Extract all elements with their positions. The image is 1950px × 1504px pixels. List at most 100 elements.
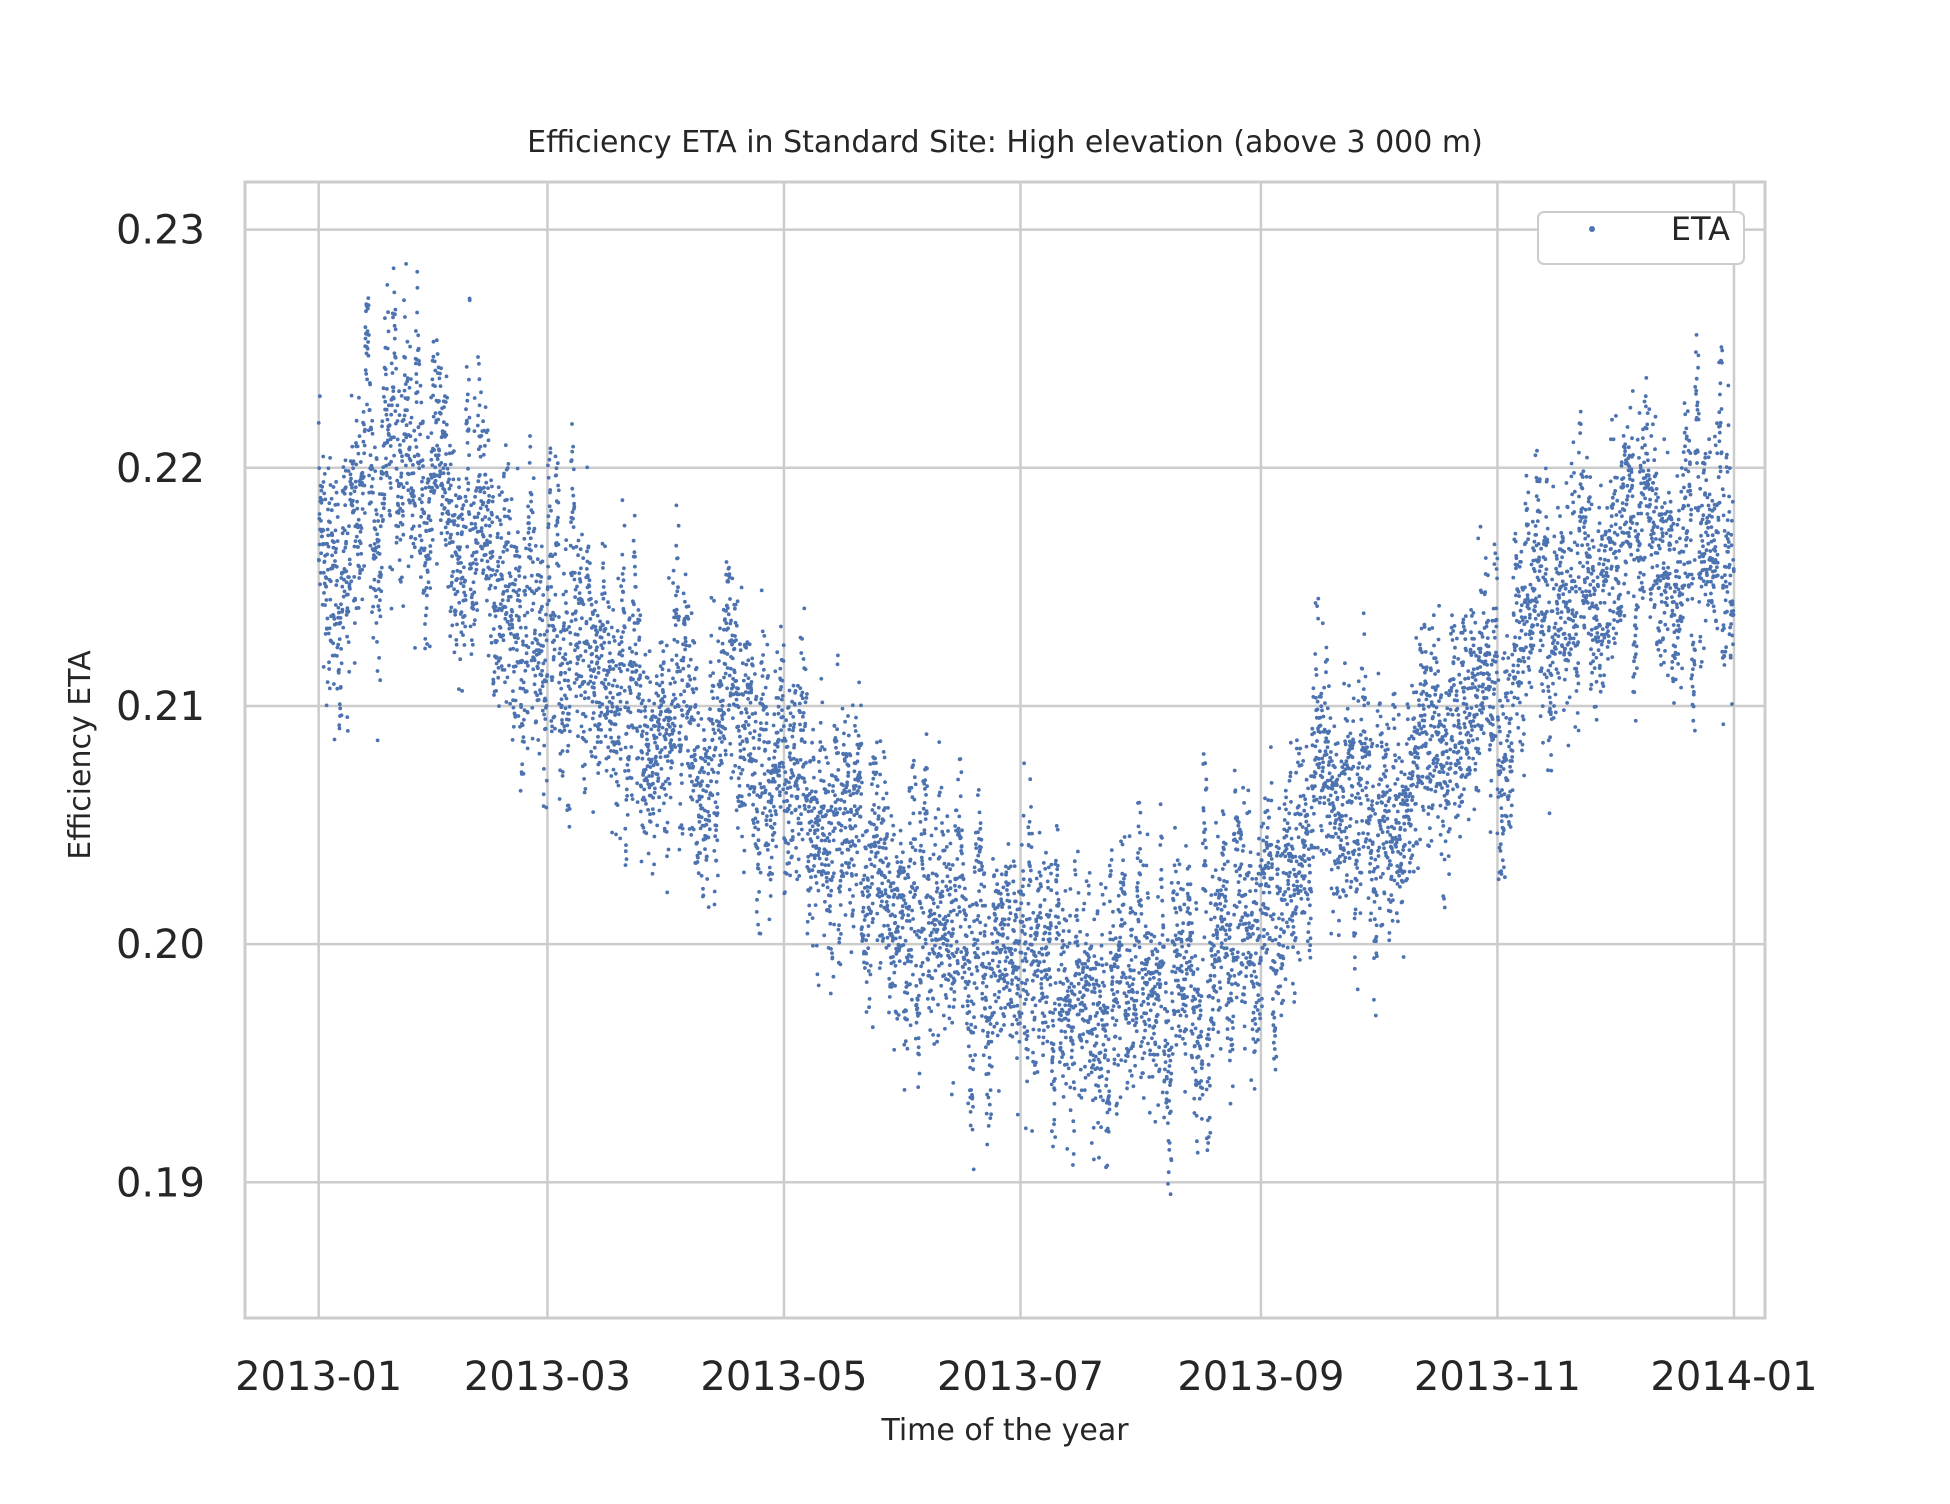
data-point — [332, 485, 336, 489]
data-point — [450, 554, 454, 558]
data-point — [1102, 984, 1106, 988]
data-point — [619, 748, 623, 752]
data-point — [553, 552, 557, 556]
data-point — [455, 504, 459, 508]
data-point — [710, 758, 714, 762]
data-point — [376, 739, 380, 743]
data-point — [1090, 944, 1094, 948]
data-point — [799, 821, 803, 825]
data-point — [601, 566, 605, 570]
data-point — [337, 668, 341, 672]
data-point — [823, 900, 827, 904]
data-point — [714, 828, 718, 832]
data-point — [1111, 1016, 1115, 1020]
data-point — [593, 640, 597, 644]
data-point — [733, 607, 737, 611]
data-point — [1026, 1048, 1030, 1052]
data-point — [913, 861, 917, 865]
data-point — [1051, 1019, 1055, 1023]
data-point — [891, 955, 895, 959]
data-point — [339, 685, 343, 689]
data-point — [527, 645, 531, 649]
data-point — [688, 678, 692, 682]
data-point — [475, 608, 479, 612]
data-point — [919, 981, 923, 985]
data-point — [317, 559, 321, 563]
data-point — [1011, 1035, 1015, 1039]
data-point — [739, 749, 743, 753]
data-point — [538, 633, 542, 637]
data-point — [442, 466, 446, 470]
data-point — [508, 702, 512, 706]
data-point — [443, 506, 447, 510]
data-point — [512, 670, 516, 674]
data-point — [641, 699, 645, 703]
data-point — [1006, 936, 1010, 940]
data-point — [463, 643, 467, 647]
data-point — [527, 531, 531, 535]
data-point — [834, 746, 838, 750]
data-point — [735, 808, 739, 812]
data-point — [853, 844, 857, 848]
data-point — [517, 618, 521, 622]
data-point — [591, 717, 595, 721]
data-point — [400, 459, 404, 463]
data-point — [376, 519, 380, 523]
data-point — [858, 785, 862, 789]
data-point — [1033, 937, 1037, 941]
data-point — [1039, 904, 1043, 908]
data-point — [407, 564, 411, 568]
data-point — [837, 928, 841, 932]
data-point — [709, 634, 713, 638]
data-point — [806, 832, 810, 836]
data-point — [898, 959, 902, 963]
data-point — [683, 648, 687, 652]
data-point — [1064, 919, 1068, 923]
data-point — [609, 774, 613, 778]
data-point — [833, 724, 837, 728]
data-point — [682, 700, 686, 704]
data-point — [521, 643, 525, 647]
data-point — [475, 562, 479, 566]
data-point — [973, 866, 977, 870]
data-point — [656, 694, 660, 698]
data-point — [484, 553, 488, 557]
data-point — [1019, 890, 1023, 894]
data-point — [675, 662, 679, 666]
data-point — [343, 503, 347, 507]
data-point — [482, 486, 486, 490]
data-point — [847, 848, 851, 852]
data-point — [979, 899, 983, 903]
data-point — [869, 964, 873, 968]
data-point — [996, 964, 1000, 968]
data-point — [599, 728, 603, 732]
data-point — [567, 712, 571, 716]
data-point — [428, 586, 432, 590]
data-point — [667, 848, 671, 852]
data-point — [953, 824, 957, 828]
data-point — [887, 895, 891, 899]
data-point — [952, 1005, 956, 1009]
data-point — [979, 861, 983, 865]
data-point — [357, 452, 361, 456]
data-point — [777, 774, 781, 778]
data-point — [712, 684, 716, 688]
data-point — [643, 798, 647, 802]
data-point — [713, 903, 717, 907]
data-point — [817, 847, 821, 851]
data-point — [925, 784, 929, 788]
data-point — [839, 932, 843, 936]
data-point — [1055, 824, 1059, 828]
data-point — [1039, 916, 1043, 920]
data-point — [751, 803, 755, 807]
data-point — [922, 911, 926, 915]
data-point — [375, 532, 379, 536]
data-point — [747, 793, 751, 797]
data-point — [325, 553, 329, 557]
data-point — [921, 862, 925, 866]
data-point — [632, 602, 636, 606]
data-point — [367, 303, 371, 307]
data-point — [832, 923, 836, 927]
data-point — [848, 901, 852, 905]
data-point — [980, 868, 984, 872]
